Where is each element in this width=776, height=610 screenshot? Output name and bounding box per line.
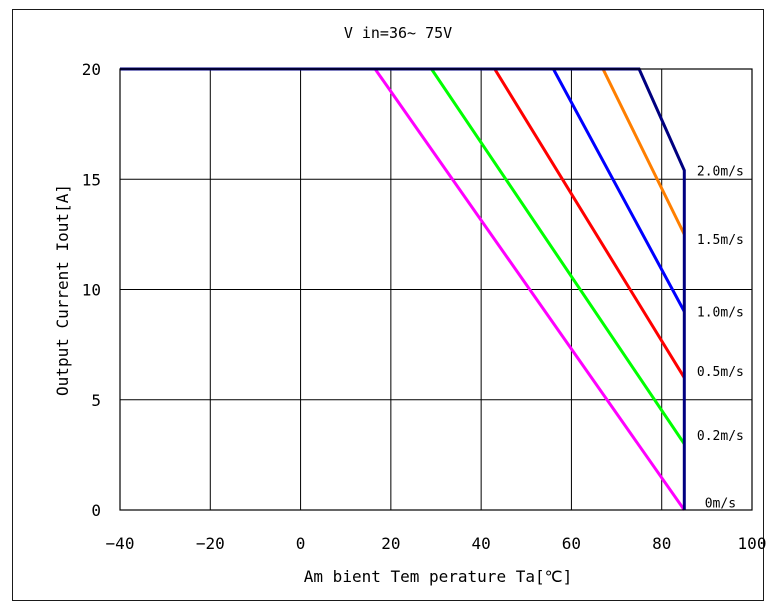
x-tick-label: −20 (196, 534, 225, 553)
x-tick-label: −40 (106, 534, 135, 553)
grid-lines (120, 69, 752, 510)
plot-area-border (119, 68, 753, 511)
x-tick-label: 100 (738, 534, 767, 553)
y-tick-label: 15 (82, 170, 101, 189)
x-tick-label: 0 (296, 534, 306, 553)
series-line (120, 67, 686, 379)
x-tick-label: 60 (562, 534, 581, 553)
y-tick-label: 10 (82, 281, 101, 300)
speed-labels: 2.0m/s 1.5m/s 1.0m/s 0.5m/s 0.2m/s 0m/s (697, 164, 744, 511)
y-tick-label: 5 (91, 391, 101, 410)
x-tick-label: 20 (381, 534, 400, 553)
y-tick-label: 0 (91, 501, 101, 520)
airflow-label: 1.5m/s (697, 233, 744, 248)
y-tick-label: 20 (82, 60, 101, 79)
airflow-label: 0.2m/s (697, 429, 744, 444)
airflow-label: 1.0m/s (697, 306, 744, 321)
chart-title: V in=36~ 75V (344, 24, 452, 42)
airflow-label: 2.0m/s (697, 164, 744, 179)
y-axis-label: Output Current Iout[A] (53, 184, 72, 396)
airflow-label: 0.5m/s (697, 365, 744, 380)
x-tick-label: 40 (472, 534, 491, 553)
x-axis-label: Am bient Tem perature Ta[℃] (304, 567, 572, 586)
airflow-label: 0m/s (705, 496, 736, 511)
tick-labels: −40 −20 0 20 40 60 80 100 0 5 10 15 20 (82, 60, 767, 553)
x-tick-label: 80 (652, 534, 671, 553)
